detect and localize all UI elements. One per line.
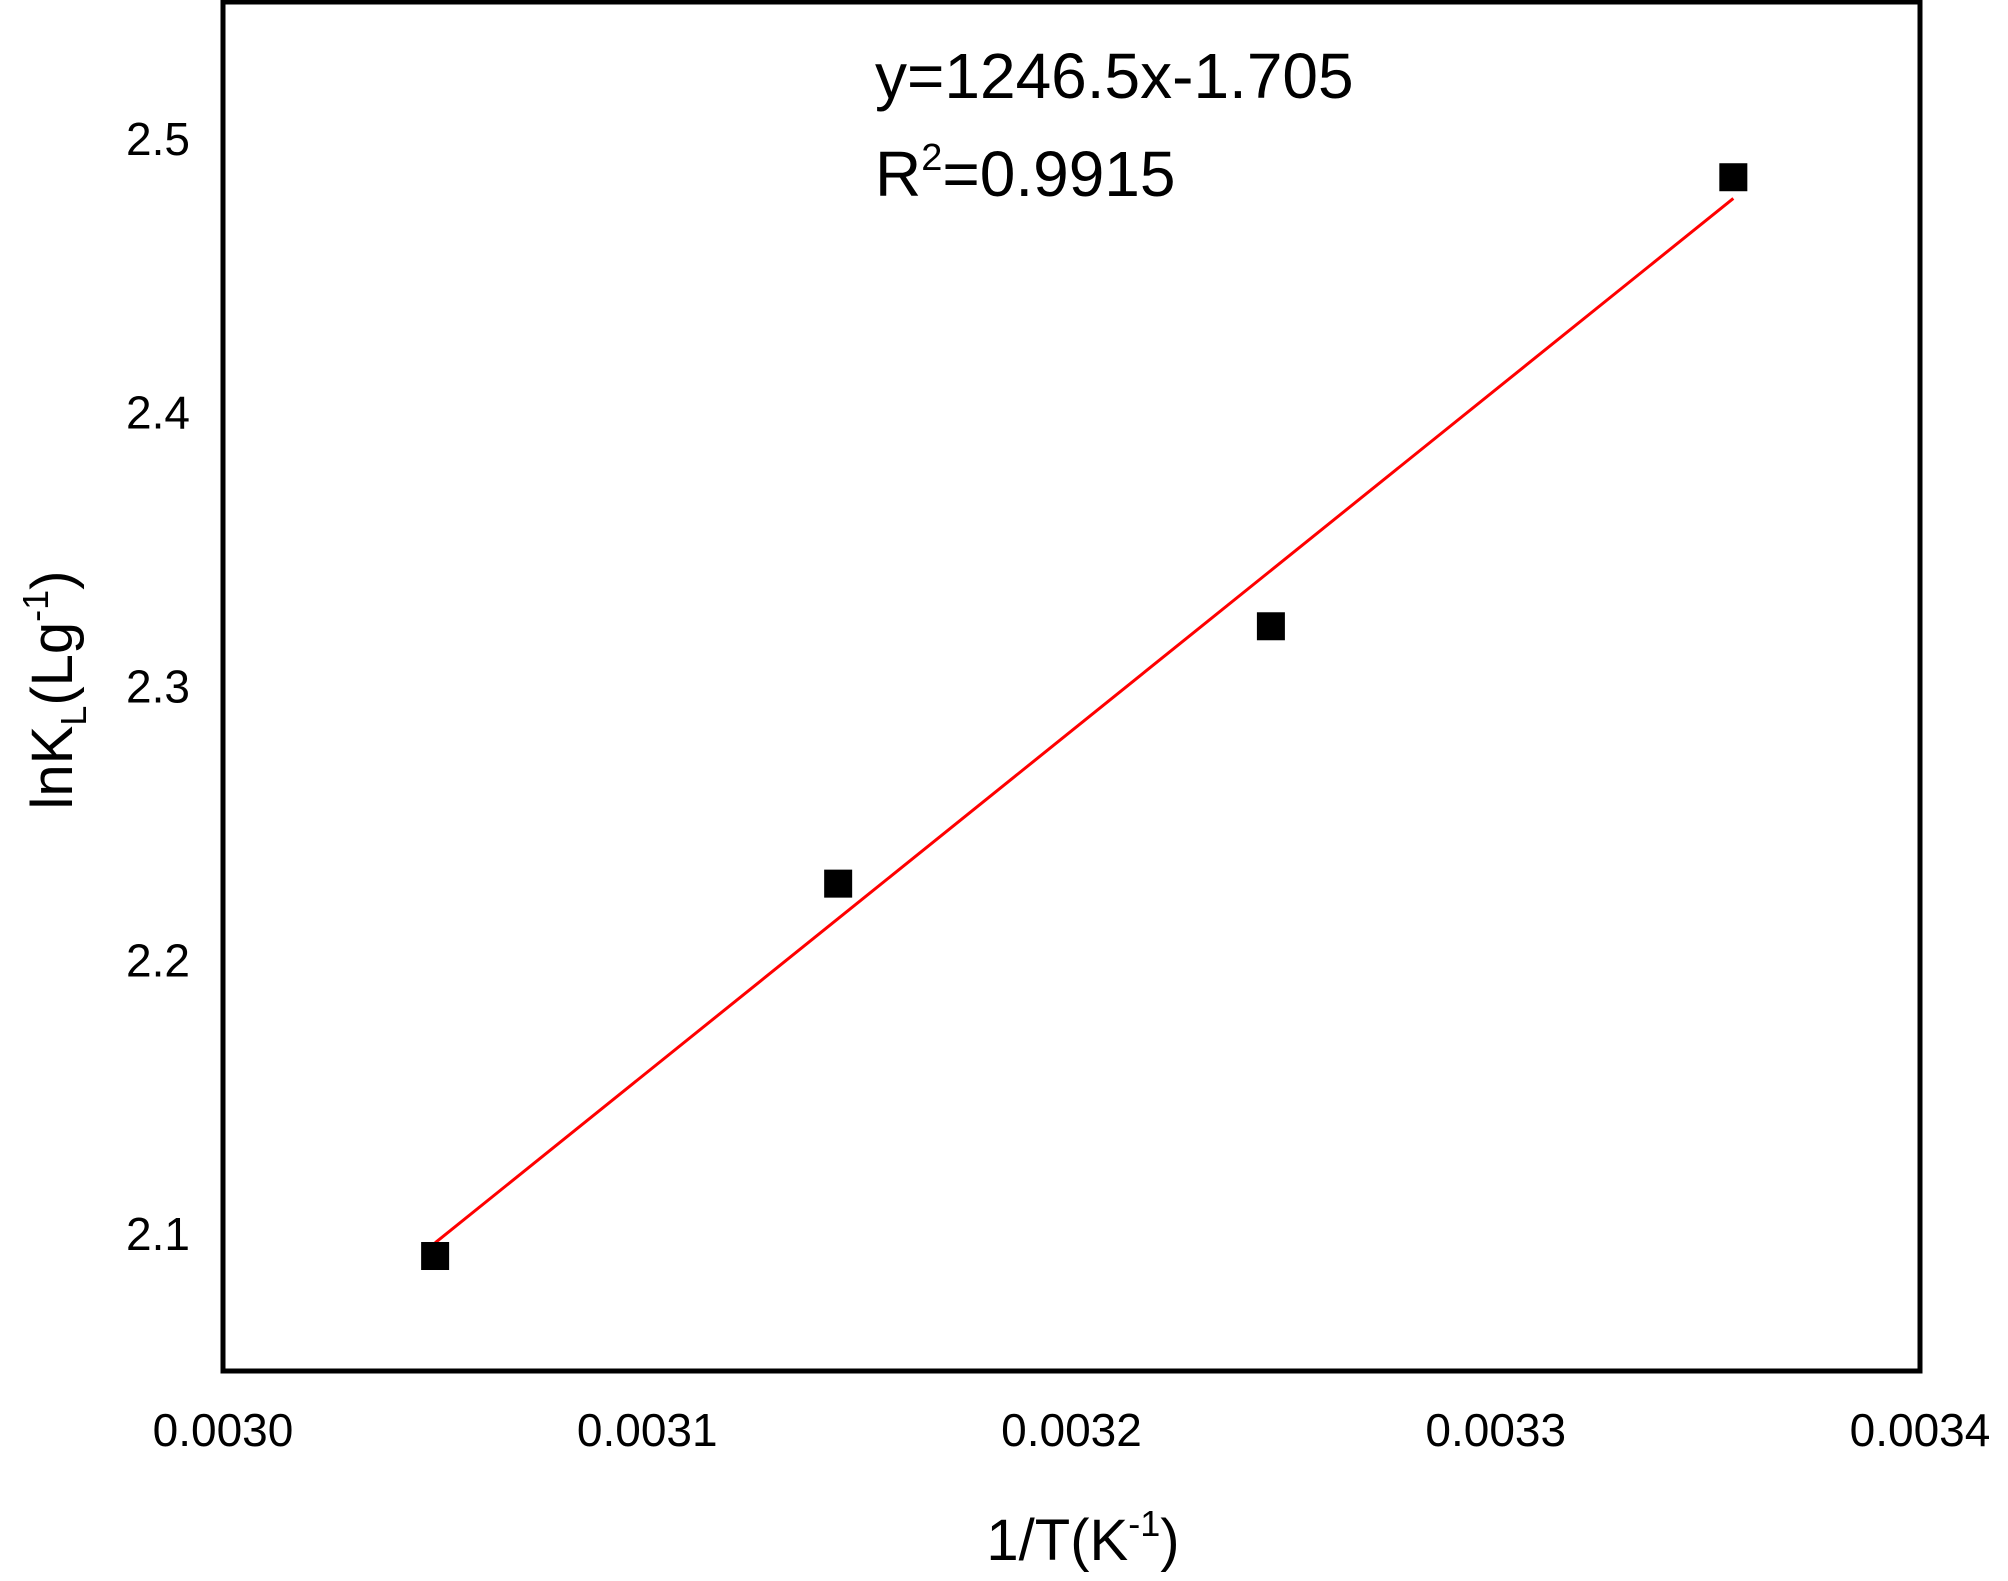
x-tick-label: 0.0030: [153, 1404, 294, 1456]
y-tick-label: 2.4: [126, 387, 190, 439]
x-tick-labels: 0.0030 0.0031 0.0032 0.0033 0.0034: [153, 1404, 1991, 1456]
equation-annotation: y=1246.5x-1.705: [875, 40, 1354, 112]
x-tick-label: 0.0032: [1001, 1404, 1142, 1456]
y-axis-title-sub: L: [53, 706, 94, 726]
y-axis-title: lnKL(Lg-1): [15, 570, 94, 809]
data-point: [421, 1242, 450, 1271]
data-point: [1719, 163, 1748, 192]
data-point: [1256, 612, 1285, 641]
r-squared-sup: 2: [921, 137, 942, 179]
r-squared-prefix: R: [875, 138, 921, 210]
fit-line: [434, 197, 1735, 1244]
y-axis-title-main: lnK: [20, 725, 85, 809]
x-tick-label: 0.0031: [577, 1404, 718, 1456]
x-axis-title: 1/T(K-1): [986, 1503, 1179, 1573]
y-tick-label: 2.3: [126, 661, 190, 713]
x-axis-title-main: 1/T(K: [986, 1508, 1128, 1573]
x-tick-label: 0.0033: [1425, 1404, 1566, 1456]
x-tick-label: 0.0034: [1850, 1404, 1991, 1456]
y-tick-label: 2.1: [126, 1208, 190, 1260]
y-axis-title-mid: (Lg: [20, 622, 85, 706]
x-axis-title-end: ): [1160, 1508, 1179, 1573]
y-axis-title-sup: -1: [15, 590, 56, 622]
x-axis-title-sup: -1: [1128, 1503, 1160, 1544]
data-points: [421, 163, 1748, 1271]
data-point: [824, 869, 853, 898]
y-tick-label: 2.2: [126, 934, 190, 986]
y-tick-label: 2.5: [126, 113, 190, 165]
y-tick-labels: 2.1 2.2 2.3 2.4 2.5: [126, 113, 190, 1260]
y-axis-title-end: ): [20, 570, 85, 589]
plot-frame: [220, 0, 1923, 1374]
r-squared-value: =0.9915: [942, 138, 1175, 210]
r-squared-annotation: R2=0.9915: [875, 137, 1175, 210]
